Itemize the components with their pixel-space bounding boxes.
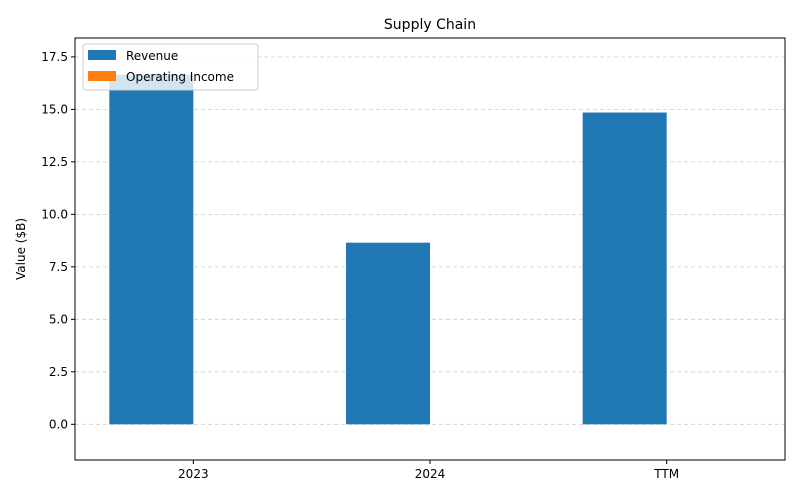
y-tick-label: 15.0	[41, 102, 68, 116]
legend-box	[82, 43, 259, 91]
x-tick-label: TTM	[653, 467, 679, 481]
legend-entry: Revenue	[126, 49, 178, 63]
y-axis: 0.0 2.5 5.0 7.5 10.0 12.5 15.0 17.5	[41, 50, 75, 431]
x-tick-label: 2024	[415, 467, 446, 481]
chart-title: Supply Chain	[384, 17, 476, 33]
y-tick-label: 5.0	[49, 312, 68, 326]
y-tick-label: 7.5	[49, 260, 68, 274]
y-tick-label: 17.5	[41, 50, 68, 64]
legend-swatch	[88, 71, 116, 81]
bar-revenue	[346, 242, 430, 425]
y-tick-label: 2.5	[49, 365, 68, 379]
legend-entry: Operating Income	[126, 70, 234, 84]
bar-revenue	[582, 112, 667, 425]
y-axis-label: Value ($B)	[14, 218, 28, 280]
bars	[109, 74, 667, 425]
y-tick-label: 10.0	[41, 207, 68, 221]
y-tick-label: 0.0	[49, 417, 68, 431]
bar-revenue	[109, 74, 194, 425]
x-axis: 2023 2024 TTM	[178, 460, 679, 481]
legend: Revenue Operating Income	[82, 43, 259, 91]
legend-swatch	[88, 50, 116, 60]
y-tick-label: 12.5	[41, 155, 68, 169]
x-tick-label: 2023	[178, 467, 209, 481]
